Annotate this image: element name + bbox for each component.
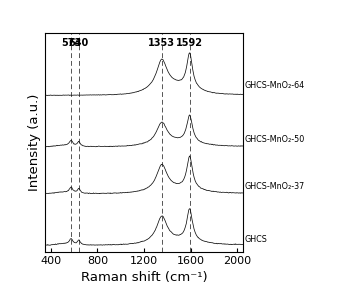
Text: 573: 573	[61, 38, 81, 48]
Text: GHCS-MnO₂-37: GHCS-MnO₂-37	[244, 182, 304, 191]
Text: GHCS: GHCS	[244, 235, 267, 244]
Text: GHCS-MnO₂-50: GHCS-MnO₂-50	[244, 135, 304, 144]
Text: GHCS-MnO₂-64: GHCS-MnO₂-64	[244, 81, 304, 90]
X-axis label: Raman shift (cm⁻¹): Raman shift (cm⁻¹)	[81, 271, 207, 284]
Text: 640: 640	[69, 38, 89, 48]
Y-axis label: Intensity (a.u.): Intensity (a.u.)	[28, 94, 41, 191]
Text: 1592: 1592	[176, 38, 203, 48]
Text: 1353: 1353	[148, 38, 175, 48]
